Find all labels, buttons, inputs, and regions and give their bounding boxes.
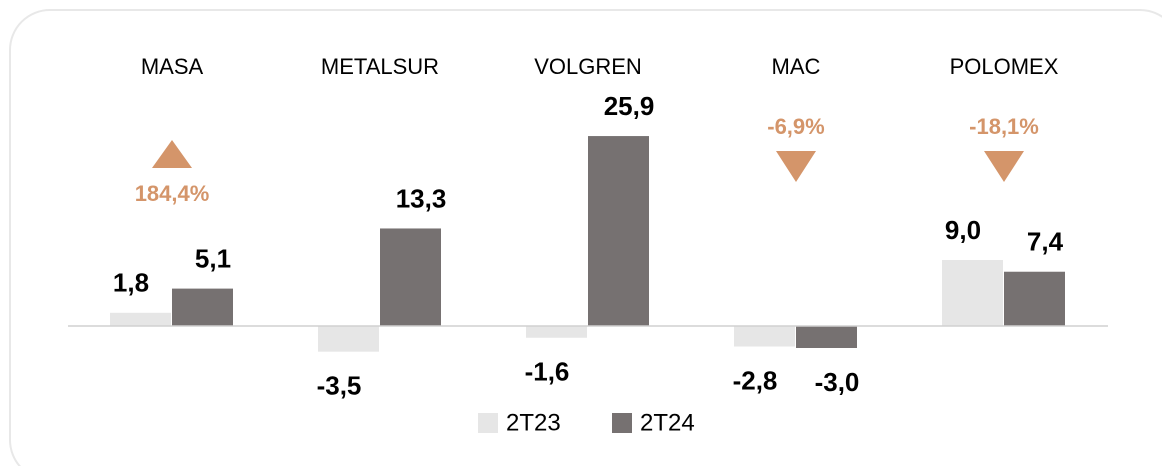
arrow-down	[776, 151, 816, 182]
category-label: MAC	[772, 54, 821, 79]
value-label: 1,8	[113, 268, 149, 298]
frame	[9, 9, 1162, 466]
bar	[942, 260, 1003, 326]
value-label: 7,4	[1027, 227, 1064, 257]
value-label: -3,0	[815, 367, 860, 397]
bar	[1004, 271, 1065, 326]
bar	[380, 228, 441, 326]
value-label: 13,3	[396, 183, 447, 213]
arrow-up	[152, 140, 192, 168]
bar	[318, 326, 379, 352]
legend-swatch	[612, 413, 632, 433]
value-label: 9,0	[945, 215, 981, 245]
value-label: -2,8	[733, 365, 778, 395]
value-label: 5,1	[195, 243, 231, 273]
annotation: -18,1%	[969, 114, 1039, 139]
value-label: 25,9	[604, 91, 655, 121]
legend-swatch	[478, 413, 498, 433]
value-label: -1,6	[525, 357, 570, 387]
bar	[588, 136, 649, 326]
legend-label: 2T24	[640, 409, 695, 436]
category-label: MASA	[141, 54, 204, 79]
arrow-down	[984, 151, 1024, 182]
value-label: -3,5	[317, 371, 362, 401]
category-label: VOLGREN	[534, 54, 642, 79]
bar	[526, 326, 587, 338]
category-label: METALSUR	[321, 54, 439, 79]
bar	[734, 326, 795, 347]
annotation: 184,4%	[135, 181, 210, 206]
legend-label: 2T23	[506, 409, 561, 436]
bar	[172, 288, 233, 326]
bar	[110, 312, 171, 326]
bar	[796, 326, 857, 348]
category-label: POLOMEX	[950, 54, 1059, 79]
annotation: -6,9%	[767, 114, 824, 139]
